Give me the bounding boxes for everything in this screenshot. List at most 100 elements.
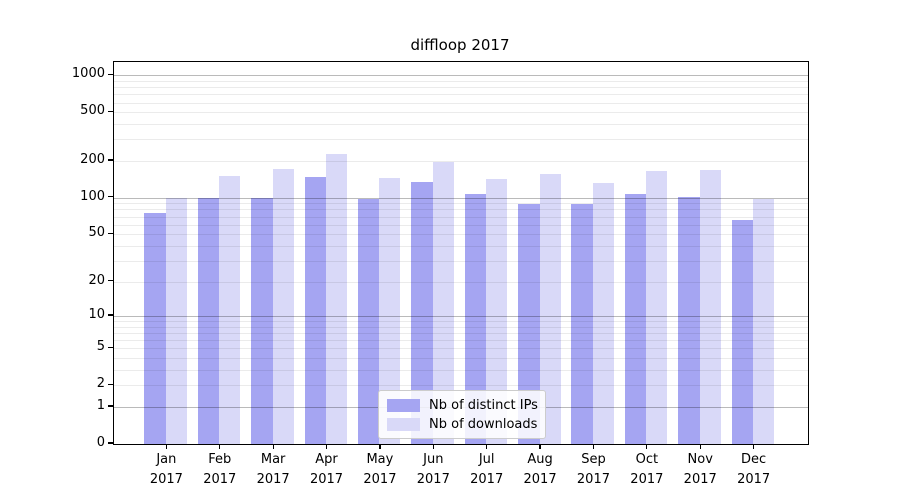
bar-ips-dec [731, 219, 754, 444]
gridline-minor-800 [114, 87, 808, 89]
x-tick-mark-sep [592, 444, 595, 449]
bar-downloads-sep [592, 183, 614, 444]
bar-ips-jun [411, 181, 433, 444]
y-tick-label-0: 0 [96, 435, 105, 450]
bar-ips-sep [571, 204, 593, 444]
x-tick-label-dec: Dec 2017 [737, 452, 771, 487]
gridline-minor-30 [114, 260, 808, 262]
y-tick-label-50: 50 [88, 225, 105, 241]
x-tick-label-sep: Sep 2017 [576, 452, 610, 487]
bar-downloads-jun [432, 162, 454, 444]
y-tick-mark-100 [108, 196, 113, 198]
y-tick-label-10: 10 [88, 307, 105, 323]
y-tick-label-20: 20 [88, 272, 105, 288]
x-tick-label-jun: Jun 2017 [416, 452, 450, 487]
gridline-minor-5 [114, 348, 808, 350]
gridline-minor-80 [114, 209, 808, 211]
gridline-minor-700 [114, 94, 808, 96]
y-tick-mark-20 [108, 279, 113, 282]
y-tick-mark-500 [108, 110, 113, 112]
gridline-minor-3 [114, 370, 808, 371]
y-tick-label-200: 200 [80, 151, 105, 167]
bar-downloads-dec [753, 199, 775, 444]
bar-ips-may [357, 199, 380, 444]
x-tick-label-apr: Apr 2017 [309, 452, 344, 487]
x-tick-mark-jun [432, 444, 434, 449]
y-tick-label-100: 100 [80, 188, 105, 204]
y-tick-mark-2 [108, 383, 113, 385]
gridline-minor-900 [114, 80, 808, 82]
y-tick-label-1: 1 [96, 398, 105, 413]
bar-downloads-apr [326, 154, 348, 444]
y-tick-mark-0 [108, 442, 113, 444]
y-tick-mark-1000 [108, 73, 113, 75]
x-tick-mark-may [379, 444, 381, 449]
y-tick-label-5: 5 [96, 339, 105, 355]
bar-ips-aug [518, 203, 540, 444]
bar-downloads-may [379, 178, 401, 444]
gridline-minor-70 [114, 216, 808, 218]
y-tick-mark-1 [108, 405, 113, 407]
x-tick-mark-jan [165, 444, 167, 449]
bar-downloads-jan [165, 197, 187, 444]
gridline-minor-60 [114, 224, 808, 226]
x-tick-label-aug: Aug 2017 [523, 452, 557, 487]
gridline-minor-300 [114, 139, 808, 141]
y-tick-mark-5 [108, 346, 113, 348]
x-tick-mark-nov [699, 444, 701, 449]
gridline-major-1000 [114, 75, 808, 77]
x-tick-label-feb: Feb 2017 [203, 452, 237, 487]
bar-downloads-aug [539, 173, 561, 444]
gridline-minor-400 [114, 124, 808, 126]
x-tick-label-jan: Jan 2017 [149, 452, 183, 487]
legend-swatch-distinct-ips [387, 398, 420, 412]
x-tick-mark-oct [646, 444, 648, 449]
y-tick-mark-10 [108, 314, 113, 316]
x-tick-mark-mar [272, 444, 274, 449]
legend: Nb of distinct IPs Nb of downloads [378, 390, 546, 439]
y-tick-label-1000: 1000 [71, 66, 105, 82]
x-tick-label-may: May 2017 [363, 452, 397, 487]
bar-ips-jul [464, 193, 487, 444]
x-tick-label-mar: Mar 2017 [256, 452, 290, 487]
bar-downloads-oct [646, 171, 668, 444]
legend-row-downloads: Nb of downloads [387, 417, 537, 432]
y-tick-label-2: 2 [96, 376, 105, 392]
y-tick-mark-200 [108, 159, 113, 161]
bar-ips-feb [197, 197, 220, 444]
x-tick-mark-apr [325, 444, 328, 449]
x-tick-mark-jul [486, 444, 488, 449]
gridline-minor-40 [114, 245, 808, 247]
x-tick-label-oct: Oct 2017 [630, 452, 664, 487]
gridline-minor-7 [114, 333, 808, 335]
legend-label-distinct-ips: Nb of distinct IPs [429, 397, 538, 413]
legend-swatch-downloads [387, 417, 420, 431]
bar-downloads-nov [699, 170, 721, 444]
gridline-minor-200 [114, 160, 808, 162]
gridline-major-100 [114, 197, 808, 199]
bar-downloads-jul [486, 179, 508, 444]
bar-ips-mar [251, 197, 273, 444]
gridline-minor-2 [114, 385, 808, 387]
gridline-major-10 [114, 316, 808, 318]
bar-ips-jan [144, 212, 166, 444]
gridline-minor-90 [114, 203, 808, 205]
legend-label-downloads: Nb of downloads [429, 416, 538, 432]
x-tick-label-jul: Jul 2017 [470, 452, 504, 487]
gridline-minor-4 [114, 358, 808, 360]
x-tick-mark-aug [539, 444, 541, 449]
x-tick-mark-feb [219, 444, 221, 449]
bar-ips-oct [624, 193, 647, 444]
y-tick-label-500: 500 [80, 103, 105, 119]
bar-ips-nov [678, 197, 700, 444]
x-tick-mark-dec [753, 444, 755, 449]
x-tick-label-nov: Nov 2017 [683, 452, 717, 487]
gridline-minor-9 [114, 321, 808, 323]
bar-ips-apr [304, 176, 327, 444]
gridline-minor-6 [114, 340, 808, 342]
chart-title: diffloop 2017 [410, 36, 510, 54]
bar-downloads-mar [272, 168, 294, 444]
gridline-minor-20 [114, 281, 808, 283]
plot-area [113, 61, 809, 445]
